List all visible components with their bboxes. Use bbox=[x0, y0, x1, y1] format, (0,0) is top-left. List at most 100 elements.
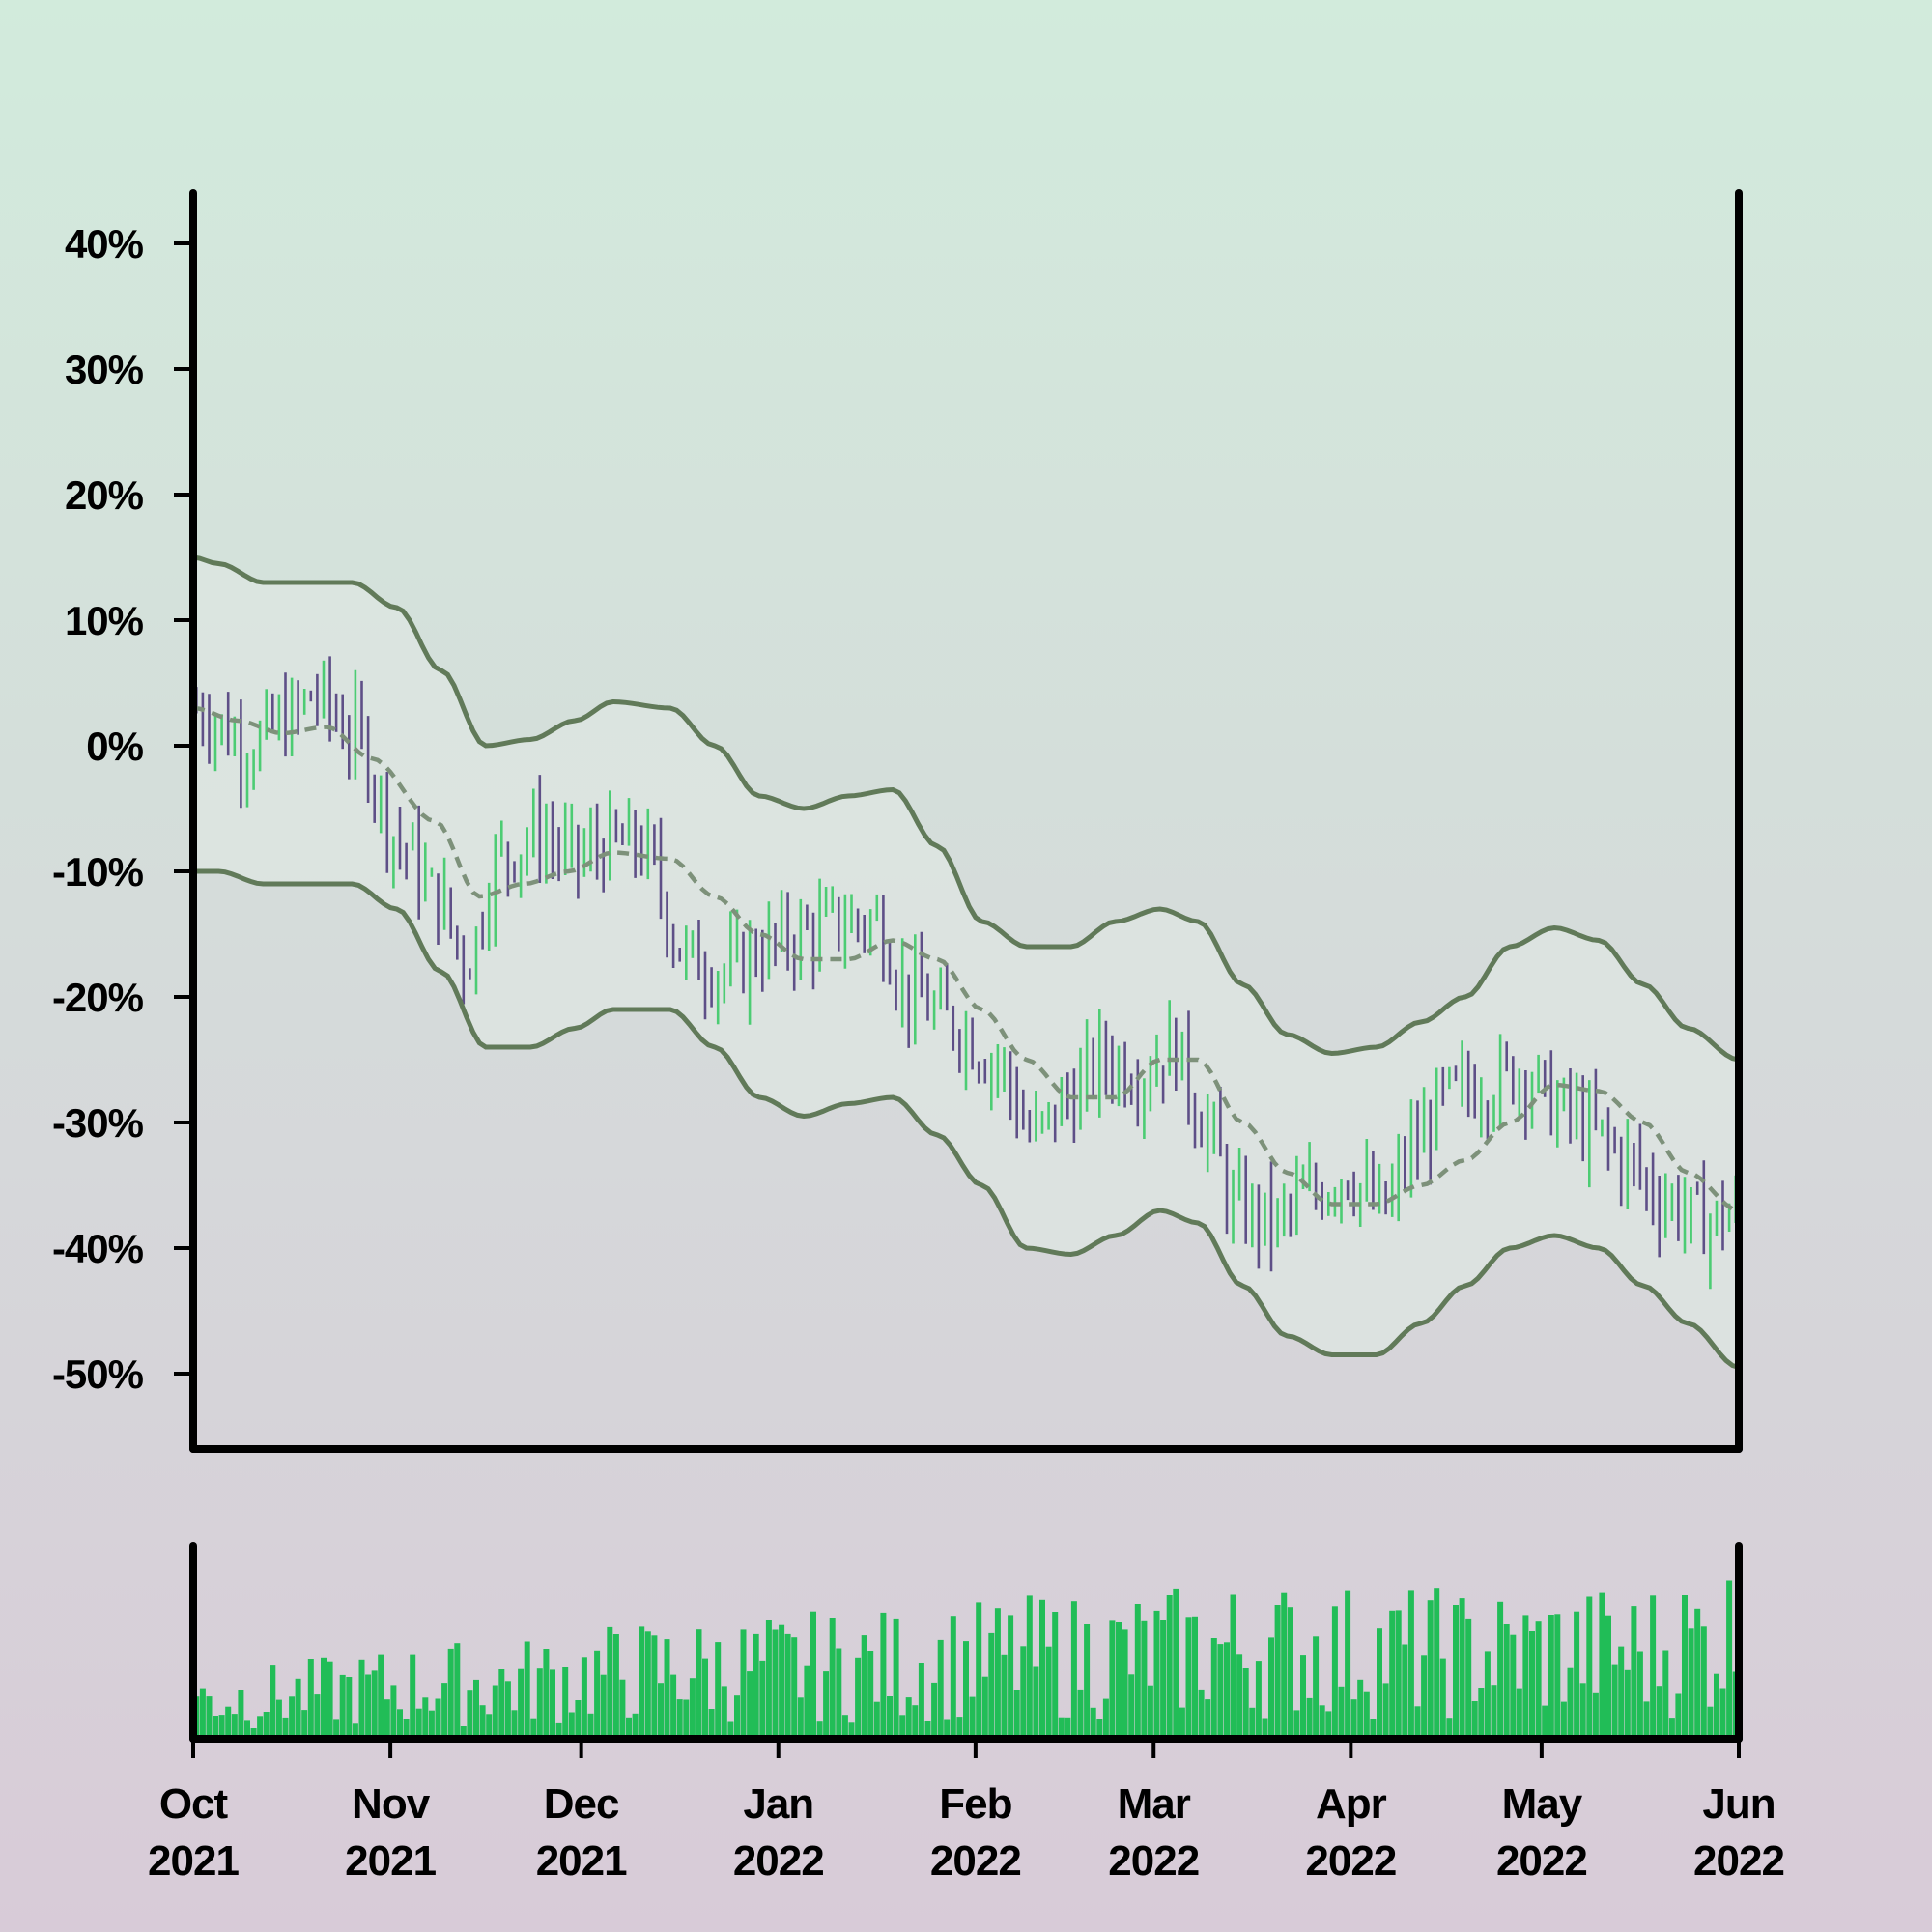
volume-bar bbox=[1656, 1686, 1662, 1739]
volume-bar bbox=[1319, 1705, 1325, 1739]
volume-bar bbox=[1338, 1686, 1345, 1739]
volume-bar bbox=[1465, 1618, 1472, 1739]
volume-bar bbox=[1414, 1706, 1421, 1739]
volume-bar bbox=[765, 1620, 772, 1739]
volume-bar bbox=[784, 1633, 791, 1739]
volume-bar bbox=[486, 1714, 493, 1739]
volume-bar bbox=[829, 1618, 836, 1739]
volume-bar bbox=[1624, 1669, 1631, 1739]
volume-bar bbox=[689, 1678, 696, 1739]
volume-bar bbox=[1510, 1634, 1517, 1739]
volume-bar bbox=[218, 1715, 225, 1739]
volume-bar bbox=[575, 1700, 582, 1739]
axes-layer bbox=[189, 189, 1743, 1743]
volume-bar bbox=[1548, 1615, 1554, 1739]
volume-bar bbox=[836, 1648, 842, 1739]
volume-bar bbox=[797, 1697, 804, 1739]
volume-bar bbox=[428, 1710, 435, 1739]
volume-bar bbox=[924, 1721, 931, 1739]
volume-bar bbox=[1160, 1620, 1167, 1739]
volume-bar bbox=[1102, 1698, 1109, 1739]
volume-bar bbox=[823, 1671, 830, 1739]
volume-bar bbox=[1434, 1588, 1440, 1739]
volume-bar bbox=[213, 1716, 218, 1739]
volume-bar bbox=[988, 1632, 995, 1739]
volume-bar bbox=[492, 1685, 498, 1739]
x-tick-month: Mar bbox=[1118, 1780, 1191, 1828]
volume-bar bbox=[1179, 1707, 1185, 1739]
volume-bar bbox=[600, 1674, 607, 1739]
x-axis-ticks: Oct 2021 Nov 2021 Dec 2021 Jan 2022 Feb 2022 Mar 20… bbox=[148, 1739, 1785, 1885]
volume-bar bbox=[1077, 1689, 1084, 1739]
volume-bar bbox=[1141, 1620, 1148, 1739]
band-lines-layer bbox=[192, 554, 1740, 1370]
volume-bar bbox=[1662, 1650, 1669, 1739]
volume-bar bbox=[301, 1710, 308, 1739]
volume-bar bbox=[231, 1714, 238, 1739]
volume-bar bbox=[1058, 1717, 1065, 1739]
volume-bar bbox=[1726, 1580, 1733, 1739]
volume-bar bbox=[1033, 1666, 1039, 1739]
volume-bar bbox=[1185, 1617, 1192, 1739]
volume-bar bbox=[225, 1706, 232, 1739]
y-tick-label: 40% bbox=[65, 221, 144, 267]
y-tick-label: 30% bbox=[65, 347, 144, 392]
volume-bar bbox=[352, 1723, 358, 1739]
volume-bar bbox=[1363, 1691, 1370, 1739]
volume-bar bbox=[1439, 1658, 1446, 1739]
volume-bar bbox=[321, 1657, 327, 1739]
volume-bar bbox=[473, 1679, 479, 1739]
volume-bar bbox=[206, 1696, 213, 1739]
volume-bar bbox=[346, 1677, 353, 1739]
volume-bar bbox=[721, 1686, 727, 1739]
volume-bar bbox=[435, 1698, 441, 1739]
volume-bar bbox=[912, 1705, 919, 1739]
volume-bar bbox=[422, 1697, 429, 1739]
volume-bar bbox=[1395, 1610, 1402, 1739]
volume-bar bbox=[1020, 1646, 1027, 1739]
volume-bar bbox=[950, 1616, 956, 1739]
volume-bar bbox=[715, 1642, 722, 1739]
volume-bar bbox=[1389, 1610, 1396, 1739]
volume-bar bbox=[1407, 1590, 1414, 1739]
x-tick-year: 2022 bbox=[1496, 1837, 1587, 1885]
x-tick-month: Nov bbox=[352, 1780, 431, 1828]
volume-bar bbox=[1065, 1717, 1071, 1739]
x-tick-year: 2021 bbox=[148, 1837, 239, 1885]
volume-bar bbox=[1109, 1620, 1116, 1739]
volume-bar bbox=[263, 1712, 270, 1739]
volume-bar bbox=[333, 1719, 340, 1739]
volume-bar bbox=[498, 1669, 505, 1739]
volume-bar bbox=[899, 1715, 906, 1739]
volume-bar bbox=[199, 1688, 206, 1739]
volume-bar bbox=[1255, 1661, 1262, 1739]
y-tick-label: 10% bbox=[65, 598, 144, 643]
volume-bar bbox=[612, 1634, 619, 1739]
volume-bar bbox=[1707, 1706, 1714, 1739]
volume-bar bbox=[530, 1718, 537, 1739]
volume-bar bbox=[1478, 1688, 1485, 1739]
volume-bar bbox=[1230, 1594, 1236, 1739]
volume-bar bbox=[1070, 1601, 1077, 1739]
volume-bar bbox=[1153, 1610, 1160, 1739]
volume-bar bbox=[779, 1624, 785, 1739]
x-tick-month: May bbox=[1502, 1780, 1583, 1828]
volume-bar bbox=[1497, 1601, 1504, 1739]
volume-bar bbox=[1331, 1606, 1338, 1739]
volume-bar bbox=[918, 1663, 924, 1739]
volume-bar bbox=[880, 1612, 887, 1739]
volume-bar bbox=[1192, 1616, 1198, 1739]
volume-bar bbox=[683, 1699, 690, 1739]
volume-bar bbox=[1688, 1628, 1694, 1739]
volume-bar bbox=[1586, 1596, 1593, 1739]
volume-bar bbox=[1618, 1646, 1625, 1739]
volume-bar bbox=[371, 1670, 378, 1739]
volume-bar bbox=[1205, 1699, 1211, 1739]
volume-bar bbox=[848, 1722, 855, 1739]
volume-bar bbox=[632, 1713, 639, 1739]
volume-bar bbox=[365, 1674, 372, 1739]
volume-bar bbox=[587, 1713, 594, 1739]
volume-bar bbox=[944, 1719, 951, 1739]
volume-bar bbox=[295, 1678, 301, 1739]
volume-bar bbox=[639, 1626, 645, 1739]
